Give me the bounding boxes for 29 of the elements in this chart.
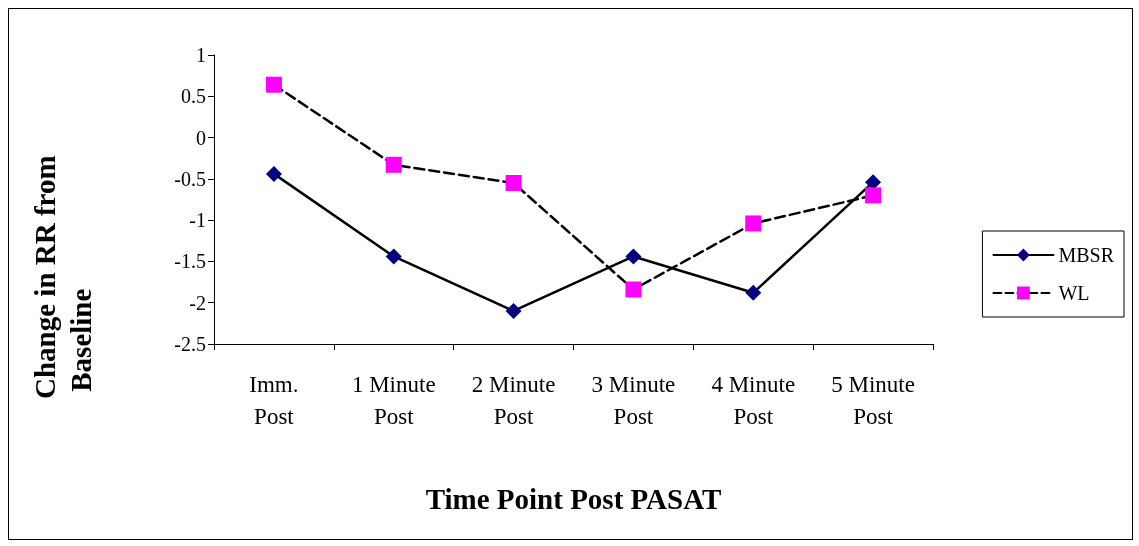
x-tick-label: 3 Minute Post: [591, 371, 676, 429]
y-axis-title: Change in RR from Baseline: [29, 155, 97, 399]
point: [625, 248, 642, 265]
y-tick-label: 0.5: [181, 85, 206, 108]
y-tick-label: -0.5: [174, 167, 206, 190]
x-tick-label: 1 Minute Post: [351, 371, 436, 429]
point: [505, 302, 522, 319]
y-tick-label: -2.5: [174, 333, 206, 355]
x-tick-label: 2 Minute Post: [471, 371, 556, 429]
x-tick-label: 5 Minute Post: [831, 371, 915, 429]
point: [745, 284, 762, 301]
point: [745, 215, 762, 232]
x-tick-label: 4 Minute Post: [711, 371, 796, 429]
point: [865, 187, 882, 204]
y-tick-label: 0: [196, 126, 206, 149]
point: [385, 248, 402, 265]
x-tick-label: Imm. Post: [249, 371, 299, 429]
point: [385, 156, 402, 173]
legend-label: WL: [1058, 282, 1090, 304]
point: [265, 76, 282, 93]
x-axis-title: Time Point Post PASAT: [425, 482, 722, 515]
point: [625, 281, 642, 298]
point: [265, 165, 282, 182]
y-tick-label: -1.5: [174, 250, 206, 273]
y-tick-label: 1: [196, 44, 206, 66]
y-tick-label: -1: [189, 209, 206, 232]
legend-label: MBSR: [1058, 244, 1115, 266]
point: [505, 174, 522, 191]
y-tick-label: -2: [189, 291, 206, 314]
